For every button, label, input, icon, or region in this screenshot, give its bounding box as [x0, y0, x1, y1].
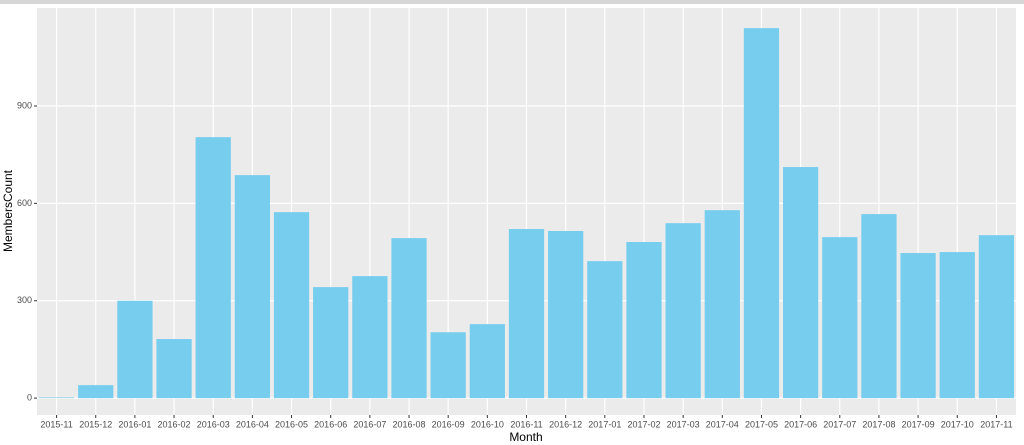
bar: [313, 287, 349, 399]
bar: [626, 242, 662, 399]
bar: [665, 223, 701, 399]
y-tick-label: 0: [27, 392, 32, 402]
x-tick-label: 2017-05: [745, 419, 778, 429]
x-tick-label: 2017-01: [588, 419, 621, 429]
bar: [352, 276, 388, 399]
x-tick-label: 2015-12: [79, 419, 112, 429]
y-tick-label: 900: [17, 100, 32, 110]
x-tick-label: 2017-10: [941, 419, 974, 429]
y-tick-label: 300: [17, 295, 32, 305]
bar: [508, 229, 545, 399]
bar: [978, 235, 1015, 399]
bar: [78, 385, 114, 399]
bar: [822, 237, 858, 399]
x-axis-title: Month: [509, 430, 542, 444]
bar: [195, 137, 231, 399]
bar: [782, 167, 819, 399]
x-tick-label: 2015-11: [40, 419, 72, 429]
bar: [861, 214, 897, 399]
bar: [469, 324, 505, 399]
window-frame: [0, 0, 1024, 4]
bar: [939, 252, 975, 399]
y-tick-label: 600: [17, 198, 32, 208]
x-tick-label: 2016-07: [353, 419, 386, 429]
bar: [704, 210, 740, 399]
y-axis-title: MembersCount: [1, 169, 15, 252]
x-tick-label: 2016-06: [314, 419, 347, 429]
bar: [117, 300, 153, 399]
bar: [273, 212, 310, 399]
x-tick-label: 2016-03: [197, 419, 230, 429]
x-tick-label: 2017-07: [823, 419, 856, 429]
x-tick-label: 2017-11: [980, 419, 1012, 429]
x-tick-label: 2016-10: [471, 419, 504, 429]
x-tick-label: 2017-03: [667, 419, 700, 429]
bar: [587, 261, 623, 399]
x-tick-label: 2017-06: [784, 419, 817, 429]
bar: [548, 230, 584, 399]
x-tick-label: 2016-12: [549, 419, 582, 429]
x-tick-label: 2017-02: [627, 419, 660, 429]
bar: [430, 332, 466, 399]
x-tick-label: 2016-01: [118, 419, 151, 429]
bar: [156, 339, 192, 399]
x-tick-label: 2016-09: [432, 419, 465, 429]
bar: [391, 238, 427, 399]
bar: [900, 253, 936, 399]
x-tick-label: 2016-11: [510, 419, 542, 429]
x-tick-label: 2017-09: [902, 419, 935, 429]
x-tick-label: 2016-05: [275, 419, 308, 429]
bar: [743, 28, 780, 399]
x-tick-label: 2016-04: [236, 419, 269, 429]
x-tick-label: 2016-08: [393, 419, 426, 429]
x-tick-label: 2017-08: [862, 419, 895, 429]
x-tick-label: 2016-02: [158, 419, 191, 429]
x-tick-label: 2017-04: [706, 419, 739, 429]
bar: [38, 397, 75, 399]
bar: [234, 175, 271, 399]
